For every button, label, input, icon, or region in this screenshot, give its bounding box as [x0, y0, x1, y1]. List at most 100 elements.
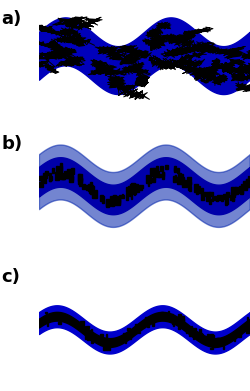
Bar [215, 197, 217, 201]
Bar [139, 187, 141, 190]
Bar [181, 181, 185, 184]
Bar [206, 192, 210, 196]
Bar [71, 169, 74, 174]
Text: c): c) [1, 268, 20, 286]
Bar [130, 192, 132, 199]
Bar [146, 177, 151, 183]
Bar [211, 342, 214, 344]
Bar [103, 346, 106, 350]
Bar [185, 328, 188, 331]
Bar [91, 192, 92, 195]
Bar [209, 348, 212, 349]
Bar [216, 341, 218, 345]
Bar [91, 339, 92, 343]
Bar [243, 325, 244, 329]
Bar [176, 169, 178, 173]
Bar [150, 178, 154, 181]
Bar [148, 176, 150, 178]
Bar [105, 334, 107, 338]
Bar [156, 174, 160, 177]
Bar [110, 202, 113, 206]
Bar [127, 336, 131, 339]
Bar [46, 318, 49, 321]
Bar [178, 323, 182, 324]
Bar [111, 196, 115, 202]
Bar [147, 325, 148, 327]
Bar [40, 176, 44, 180]
Bar [60, 163, 62, 171]
Bar [85, 327, 86, 330]
Bar [152, 171, 154, 179]
Bar [82, 184, 85, 188]
Bar [245, 181, 248, 187]
Bar [152, 322, 154, 326]
Bar [190, 326, 192, 330]
Bar [132, 183, 136, 188]
Bar [238, 330, 240, 332]
Bar [201, 195, 202, 199]
Bar [107, 346, 110, 350]
Bar [238, 187, 242, 193]
Bar [224, 194, 226, 198]
Bar [186, 180, 188, 187]
Bar [177, 314, 180, 318]
Bar [182, 178, 183, 185]
Bar [66, 173, 69, 178]
Bar [86, 335, 88, 338]
Bar [198, 329, 200, 333]
Bar [245, 179, 249, 186]
Bar [78, 178, 82, 186]
Bar [44, 176, 46, 183]
Bar [169, 314, 172, 317]
Bar [138, 185, 142, 188]
Bar [125, 333, 126, 337]
Bar [48, 177, 51, 181]
Bar [226, 192, 228, 197]
Bar [56, 167, 58, 172]
Bar [238, 329, 240, 334]
Bar [180, 177, 183, 184]
Bar [100, 196, 102, 201]
Bar [180, 319, 184, 321]
Bar [162, 172, 163, 176]
Bar [154, 171, 158, 175]
Bar [211, 345, 214, 347]
Bar [37, 176, 41, 180]
Bar [128, 186, 132, 190]
Bar [245, 181, 248, 187]
Bar [209, 344, 210, 346]
Bar [156, 166, 158, 173]
Bar [87, 337, 90, 340]
Bar [88, 185, 91, 193]
Bar [150, 168, 153, 176]
Bar [100, 334, 103, 336]
Bar [67, 169, 71, 173]
Bar [153, 168, 157, 176]
Bar [172, 322, 174, 326]
Bar [237, 333, 238, 337]
Bar [205, 194, 209, 201]
Bar [222, 194, 225, 199]
Bar [132, 190, 136, 194]
Bar [106, 340, 109, 344]
Bar [133, 191, 134, 195]
Bar [178, 327, 179, 329]
Bar [179, 319, 182, 324]
Bar [247, 176, 248, 184]
Bar [172, 322, 173, 324]
Bar [245, 179, 248, 185]
Bar [158, 174, 160, 177]
Bar [234, 187, 237, 194]
Bar [128, 330, 131, 332]
Bar [229, 195, 234, 201]
Bar [200, 194, 203, 199]
Bar [193, 184, 198, 192]
Bar [232, 188, 234, 195]
Bar [46, 314, 47, 316]
Bar [183, 327, 186, 329]
Bar [89, 190, 92, 194]
Bar [181, 180, 186, 187]
Bar [42, 177, 44, 181]
Bar [45, 172, 48, 176]
Bar [148, 317, 150, 321]
